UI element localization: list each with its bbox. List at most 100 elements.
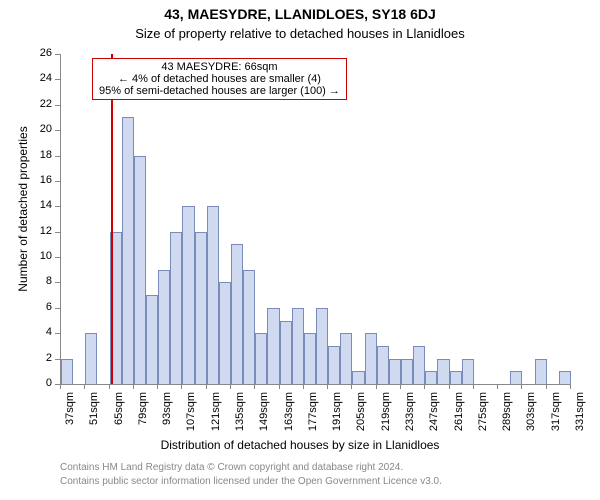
y-tick [55,282,60,283]
y-tick-label: 16 [30,174,52,186]
histogram-bar [207,206,219,384]
y-tick-label: 6 [30,301,52,313]
y-tick-label: 14 [30,199,52,211]
x-tick [327,384,328,389]
x-tick [133,384,134,389]
histogram-bar [243,270,255,384]
x-tick-label: 107sqm [185,392,197,492]
x-tick-label: 135sqm [234,392,246,492]
x-tick-label: 149sqm [258,392,270,492]
y-tick-label: 26 [30,47,52,59]
histogram-bar [292,308,304,384]
y-tick [55,359,60,360]
histogram-bar [425,371,437,384]
x-tick-label: 303sqm [525,392,537,492]
histogram-bar [437,359,449,384]
histogram-bar [231,244,243,384]
x-tick-label: 65sqm [113,392,125,492]
x-tick-label: 163sqm [283,392,295,492]
x-tick-label: 51sqm [88,392,100,492]
x-tick-label: 93sqm [161,392,173,492]
y-tick [55,257,60,258]
histogram-bar [182,206,194,384]
histogram-bar [158,270,170,384]
histogram-bar [170,232,182,384]
x-tick [181,384,182,389]
x-tick [473,384,474,389]
y-tick [55,181,60,182]
y-tick [55,79,60,80]
y-axis-label: Number of detached properties [16,109,30,309]
x-tick [400,384,401,389]
x-tick [376,384,377,389]
histogram-bar [462,359,474,384]
x-tick-label: 247sqm [428,392,440,492]
histogram-bar [535,359,547,384]
x-tick [109,384,110,389]
histogram-bar [316,308,328,384]
x-tick [521,384,522,389]
histogram-bar [401,359,413,384]
x-tick [60,384,61,389]
y-tick-label: 8 [30,275,52,287]
histogram-bar [146,295,158,384]
histogram-bar [559,371,571,384]
histogram-bar [255,333,267,384]
histogram-bar [413,346,425,384]
x-tick [84,384,85,389]
y-tick [55,105,60,106]
x-tick-label: 233sqm [404,392,416,492]
x-tick [546,384,547,389]
x-tick [254,384,255,389]
histogram-bar [510,371,522,384]
y-tick [55,206,60,207]
x-tick [206,384,207,389]
x-tick [303,384,304,389]
histogram-bar [340,333,352,384]
chart-sub-title: Size of property relative to detached ho… [0,26,600,41]
x-tick-label: 191sqm [331,392,343,492]
x-tick-label: 205sqm [355,392,367,492]
y-tick-label: 20 [30,123,52,135]
y-tick-label: 0 [30,377,52,389]
x-tick [497,384,498,389]
histogram-bar [352,371,364,384]
x-tick [279,384,280,389]
histogram-bar [85,333,97,384]
x-tick [449,384,450,389]
histogram-bar [450,371,462,384]
histogram-plot-area [60,54,571,385]
x-tick-label: 219sqm [380,392,392,492]
y-tick [55,156,60,157]
histogram-bar [389,359,401,384]
y-tick [55,308,60,309]
y-tick-label: 18 [30,149,52,161]
annotation-line-2: ← 4% of detached houses are smaller (4) [99,73,340,85]
y-tick-label: 10 [30,250,52,262]
y-tick [55,232,60,233]
x-tick-label: 261sqm [453,392,465,492]
y-tick [55,54,60,55]
histogram-bar [267,308,279,384]
x-tick [570,384,571,389]
x-tick-label: 317sqm [550,392,562,492]
y-tick [55,130,60,131]
y-tick-label: 2 [30,352,52,364]
x-tick-label: 177sqm [307,392,319,492]
annotation-line-1: 43 MAESYDRE: 66sqm [99,61,340,73]
y-tick-label: 22 [30,98,52,110]
histogram-bar [365,333,377,384]
y-tick-label: 24 [30,72,52,84]
histogram-bar [219,282,231,384]
y-tick-label: 4 [30,326,52,338]
x-tick [157,384,158,389]
footer-line-1: Contains HM Land Registry data © Crown c… [60,462,403,473]
histogram-bar [377,346,389,384]
x-tick [351,384,352,389]
x-tick-label: 37sqm [64,392,76,492]
histogram-bar [134,156,146,384]
y-tick [55,333,60,334]
chart-main-title: 43, MAESYDRE, LLANIDLOES, SY18 6DJ [0,6,600,22]
x-tick-label: 79sqm [137,392,149,492]
x-tick [230,384,231,389]
